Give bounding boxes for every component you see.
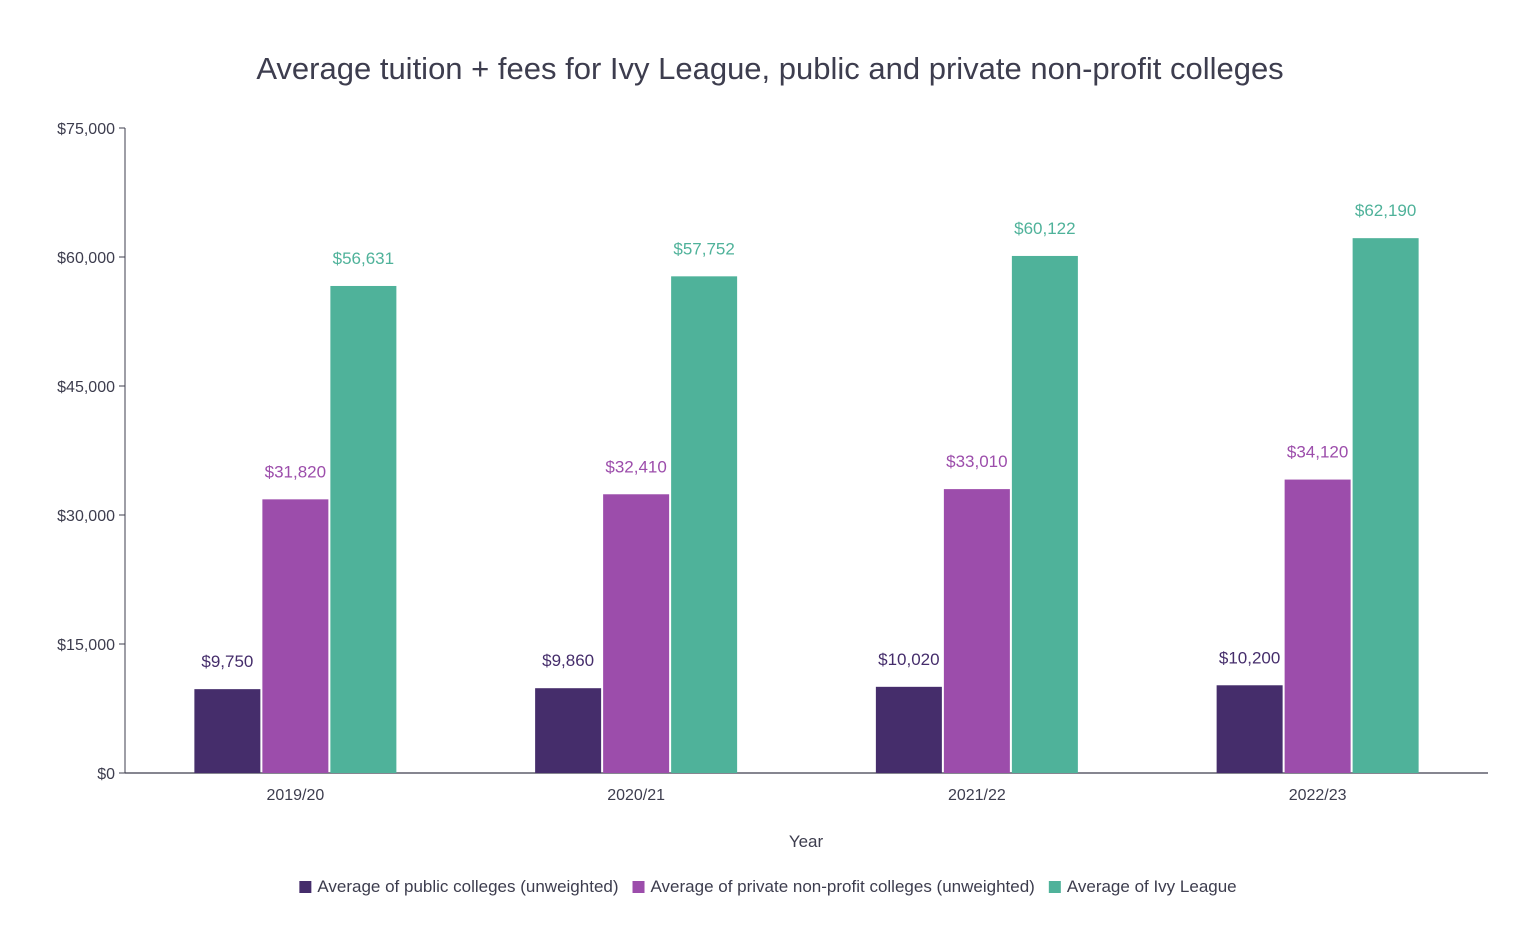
x-axis: 2019/20 2020/21 2021/22 2022/23 — [125, 772, 1488, 804]
bar — [262, 499, 329, 773]
bar — [330, 285, 397, 773]
y-tick-label: $30,000 — [57, 508, 115, 525]
y-tick-label: $45,000 — [57, 379, 115, 396]
x-tick-label: 2021/22 — [948, 787, 1006, 804]
y-tick-label: $75,000 — [57, 121, 115, 138]
bar — [194, 689, 261, 773]
data-label: $56,631 — [333, 249, 394, 268]
bar — [1011, 255, 1078, 773]
bar — [875, 686, 942, 773]
y-tick-label: $60,000 — [57, 250, 115, 267]
legend-swatch — [1048, 881, 1061, 893]
bar — [603, 494, 670, 773]
data-label: $32,410 — [605, 457, 666, 476]
value-labels-group: $9,750 $31,820 $56,631 $9,860 $32,410 $57,752… — [201, 201, 1416, 671]
x-tick-label: 2019/20 — [266, 787, 324, 804]
data-label: $9,750 — [201, 652, 253, 671]
bar — [671, 276, 738, 773]
y-tick-label: $0 — [97, 766, 115, 783]
data-label: $57,752 — [673, 239, 734, 258]
y-axis: $0 $15,000 $30,000 $45,000 $60,000 $75,000 — [57, 121, 126, 783]
legend-label: Average of private non-profit colleges (… — [651, 877, 1035, 896]
bar — [943, 489, 1010, 773]
data-label: $10,020 — [878, 650, 939, 669]
bar — [1284, 479, 1351, 773]
legend-swatch — [299, 881, 312, 893]
data-label: $10,200 — [1219, 648, 1280, 667]
x-axis-title: Year — [789, 832, 824, 851]
data-label: $34,120 — [1287, 443, 1348, 462]
bar — [1352, 238, 1419, 773]
x-tick-label: 2022/23 — [1289, 787, 1347, 804]
legend-swatch — [632, 881, 645, 893]
legend-label: Average of public colleges (unweighted) — [317, 877, 618, 896]
bar — [1216, 685, 1283, 773]
data-label: $33,010 — [946, 452, 1007, 471]
legend-label: Average of Ivy League — [1067, 877, 1237, 896]
chart-title: Average tuition + fees for Ivy League, p… — [256, 51, 1283, 86]
data-label: $60,122 — [1014, 219, 1075, 238]
legend: Average of public colleges (unweighted) A… — [299, 877, 1237, 896]
data-label: $9,860 — [542, 651, 594, 670]
data-label: $31,820 — [265, 462, 326, 481]
bar — [535, 688, 602, 773]
data-label: $62,190 — [1355, 201, 1416, 220]
x-tick-label: 2020/21 — [607, 787, 665, 804]
y-tick-label: $15,000 — [57, 637, 115, 654]
bars-group — [194, 238, 1419, 773]
